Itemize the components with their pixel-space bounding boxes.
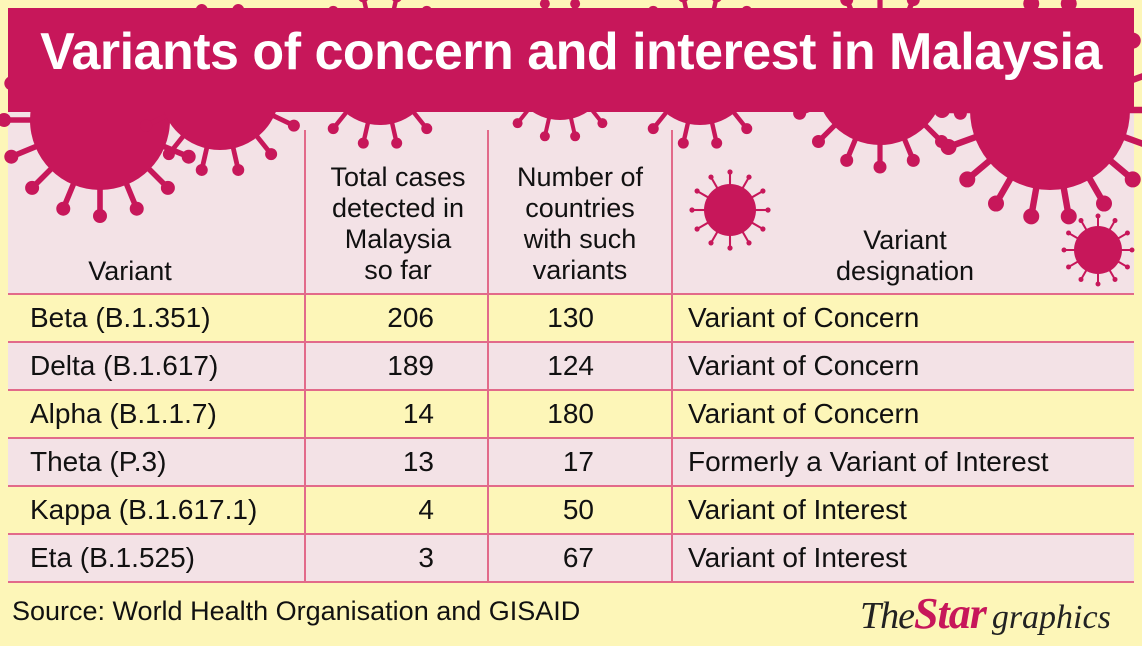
- row-divider: [8, 485, 1134, 487]
- column-divider: [671, 130, 673, 582]
- cell-countries: 50: [562, 494, 594, 525]
- header-line: Number of: [516, 162, 644, 192]
- header-line: variants: [532, 255, 628, 285]
- virus-icon: [689, 169, 771, 251]
- table-row: [8, 439, 1134, 485]
- cell-variant: Eta (B.1.525): [30, 542, 195, 573]
- row-divider: [8, 341, 1134, 343]
- page-title: Variants of concern and interest in Mala…: [40, 23, 1102, 81]
- source-note: Source: World Health Organisation and GI…: [12, 596, 581, 626]
- cell-designation: Variant of Interest: [688, 542, 907, 573]
- header-line: Variant: [88, 256, 172, 286]
- cell-variant: Theta (P.3): [30, 446, 167, 477]
- header-countries: Number of countries with such variants: [490, 162, 670, 286]
- cell-countries: 67: [562, 542, 594, 573]
- column-divider: [304, 130, 306, 582]
- cell-variant: Alpha (B.1.1.7): [30, 398, 217, 429]
- cell-total-cases: 189: [387, 350, 434, 381]
- cell-total-cases: 3: [418, 542, 434, 573]
- cell-designation: Variant of Concern: [688, 350, 920, 381]
- cell-variant: Kappa (B.1.617.1): [30, 494, 258, 525]
- header-line: designation: [835, 256, 975, 286]
- cell-variant: Beta (B.1.351): [30, 302, 211, 333]
- cell-designation: Variant of Interest: [688, 494, 907, 525]
- cell-designation: Variant of Concern: [688, 398, 920, 429]
- header-line: Malaysia: [344, 224, 452, 254]
- thestar-graphics-logo: TheStar graphics: [860, 588, 1135, 638]
- table-row: [8, 535, 1134, 581]
- virus-icon: [1061, 213, 1135, 287]
- cell-countries: 124: [547, 350, 594, 381]
- cell-total-cases: 13: [402, 446, 434, 477]
- cell-countries: 130: [547, 302, 594, 333]
- cell-total-cases: 206: [387, 302, 434, 333]
- logo-star: Star: [914, 589, 987, 638]
- header-line: Variant: [863, 225, 947, 255]
- row-divider: [8, 389, 1134, 391]
- cell-designation: Formerly a Variant of Interest: [688, 446, 1049, 477]
- header-line: Total cases: [330, 162, 466, 192]
- cell-total-cases: 14: [402, 398, 434, 429]
- header-line: detected in: [331, 193, 465, 223]
- column-divider: [487, 130, 489, 582]
- cell-total-cases: 4: [418, 494, 434, 525]
- header-line: with such: [523, 224, 637, 254]
- header-line: so far: [364, 255, 432, 285]
- cell-countries: 17: [562, 446, 594, 477]
- header-total-cases: Total cases detected in Malaysia so far: [308, 162, 488, 286]
- header-line: countries: [525, 193, 635, 223]
- row-divider: [8, 581, 1134, 583]
- row-divider: [8, 293, 1134, 295]
- header-designation: Variant designation: [800, 225, 1010, 287]
- logo-the: The: [860, 595, 915, 637]
- header-variant: Variant: [40, 256, 220, 287]
- row-divider: [8, 533, 1134, 535]
- row-divider: [8, 437, 1134, 439]
- cell-variant: Delta (B.1.617): [30, 350, 219, 381]
- cell-designation: Variant of Concern: [688, 302, 920, 333]
- title-banner: [8, 8, 1134, 112]
- logo-graphics: graphics: [991, 599, 1111, 636]
- table-row: [8, 343, 1134, 389]
- cell-countries: 180: [547, 398, 594, 429]
